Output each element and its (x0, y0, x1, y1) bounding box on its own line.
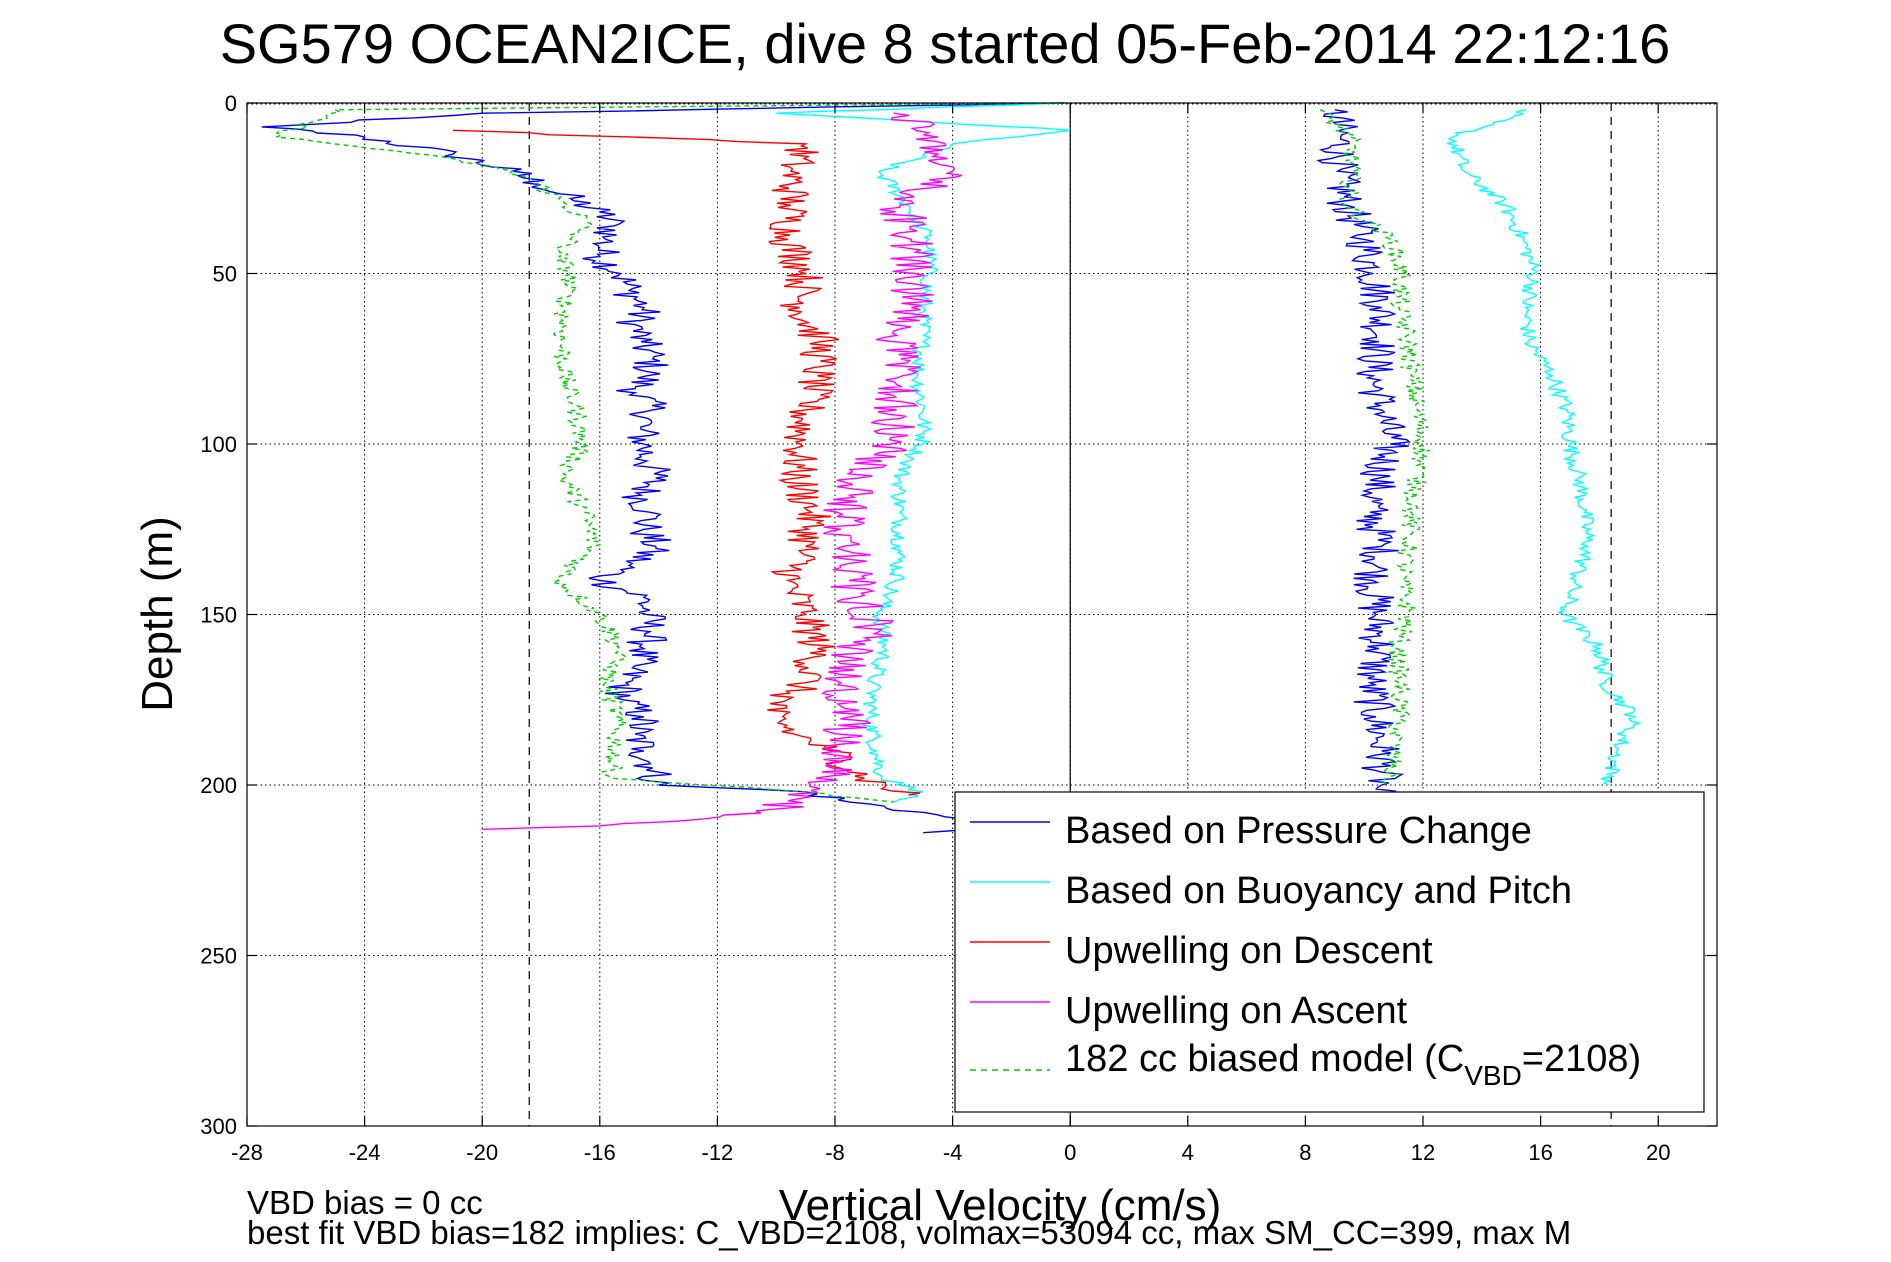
x-tick-label: -16 (584, 1140, 616, 1165)
series-upwelling-ascent-descent (482, 112, 963, 830)
x-axis-ticks: -28 -24 -20 -16 -12 -8 -4 0 4 8 12 16 20 (231, 103, 1670, 1165)
series-upwelling-descent-descent (452, 129, 921, 796)
legend-label-pressure: Based on Pressure Change (1065, 810, 1532, 852)
series-biased-model-ascent (1319, 109, 1431, 786)
legend-label-ascent: Upwelling on Ascent (1065, 990, 1408, 1032)
y-axis-label: Depth (m) (133, 516, 182, 712)
x-tick-label: 20 (1646, 1140, 1670, 1165)
series-buoyancy-pitch-descent (776, 102, 1071, 803)
series-pressure-change-ascent (1316, 109, 1411, 796)
legend-label-model-sub: VBD (1464, 1060, 1522, 1091)
x-tick-label: 8 (1299, 1140, 1311, 1165)
y-tick-label: 0 (225, 91, 237, 116)
x-tick-label: 16 (1528, 1140, 1552, 1165)
x-tick-label: 0 (1064, 1140, 1076, 1165)
legend-box (954, 791, 1705, 1113)
y-axis-ticks: 0 50 100 150 200 250 300 (200, 91, 1717, 1139)
y-tick-label: 200 (200, 773, 237, 798)
x-tick-label: -28 (231, 1140, 263, 1165)
legend-label-descent: Upwelling on Descent (1065, 930, 1433, 972)
x-tick-label: 4 (1182, 1140, 1194, 1165)
footer-vbd-bias: VBD bias = 0 cc (247, 1184, 483, 1221)
y-tick-label: 300 (200, 1114, 237, 1139)
legend-label-buoyancy: Based on Buoyancy and Pitch (1065, 870, 1572, 912)
series-buoyancy-pitch-ascent (1447, 109, 1642, 786)
x-tick-label: -4 (943, 1140, 963, 1165)
y-tick-label: 150 (200, 603, 237, 628)
y-tick-label: 250 (200, 944, 237, 969)
x-tick-label: 12 (1411, 1140, 1435, 1165)
x-tick-label: -24 (349, 1140, 381, 1165)
chart-title: SG579 OCEAN2ICE, dive 8 started 05-Feb-2… (220, 12, 1671, 75)
legend-label-model: 182 cc biased model (CVBD=2108) (1065, 1038, 1641, 1091)
legend: Based on Pressure Change Based on Buoyan… (954, 791, 1705, 1113)
x-tick-label: -20 (466, 1140, 498, 1165)
y-tick-label: 50 (213, 262, 237, 287)
y-tick-label: 100 (200, 432, 237, 457)
legend-label-model-tail: =2108) (1522, 1038, 1641, 1080)
legend-label-model-main: 182 cc biased model (C (1065, 1038, 1464, 1080)
data-series (261, 102, 1642, 834)
x-axis-label: Vertical Velocity (cm/s) (779, 1181, 1222, 1230)
x-tick-label: -8 (825, 1140, 845, 1165)
series-pressure-change-descent (261, 102, 1065, 834)
x-tick-label: -12 (702, 1140, 734, 1165)
footer-best-fit: best fit VBD bias=182 implies: C_VBD=210… (247, 1214, 1572, 1251)
